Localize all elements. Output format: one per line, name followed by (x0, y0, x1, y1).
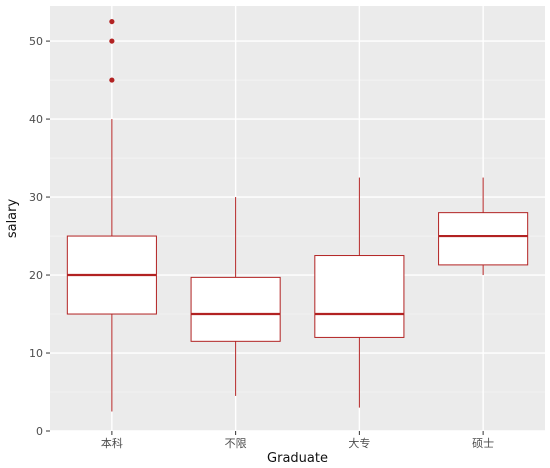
box-2 (190, 197, 281, 396)
y-tick-label: 40 (29, 113, 43, 126)
box-3 (314, 177, 405, 408)
box-series (66, 18, 529, 412)
x-tick-label: 硕士 (472, 437, 494, 450)
y-tick-label: 0 (36, 425, 43, 438)
iqr-box (314, 255, 405, 338)
y-tick-label: 30 (29, 191, 43, 204)
box-1 (66, 18, 157, 412)
outlier-point (109, 77, 115, 83)
y-axis: 0 10 20 30 40 50 (29, 35, 50, 438)
y-tick-label: 10 (29, 347, 43, 360)
iqr-box (438, 212, 529, 266)
x-tick-label: 本科 (101, 436, 123, 450)
box-4 (438, 177, 529, 276)
outlier-point (109, 18, 115, 25)
y-tick-label: 50 (29, 35, 43, 48)
iqr-box (190, 276, 281, 342)
y-tick-label: 20 (29, 269, 43, 282)
x-axis-title: Graduate (267, 451, 328, 466)
outlier-point (109, 38, 115, 44)
y-axis-title: salary (5, 199, 20, 239)
x-axis: 本科 不限 大专 硕士 (101, 431, 494, 450)
x-tick-label: 大专 (348, 436, 370, 450)
x-tick-label: 不限 (225, 437, 247, 450)
